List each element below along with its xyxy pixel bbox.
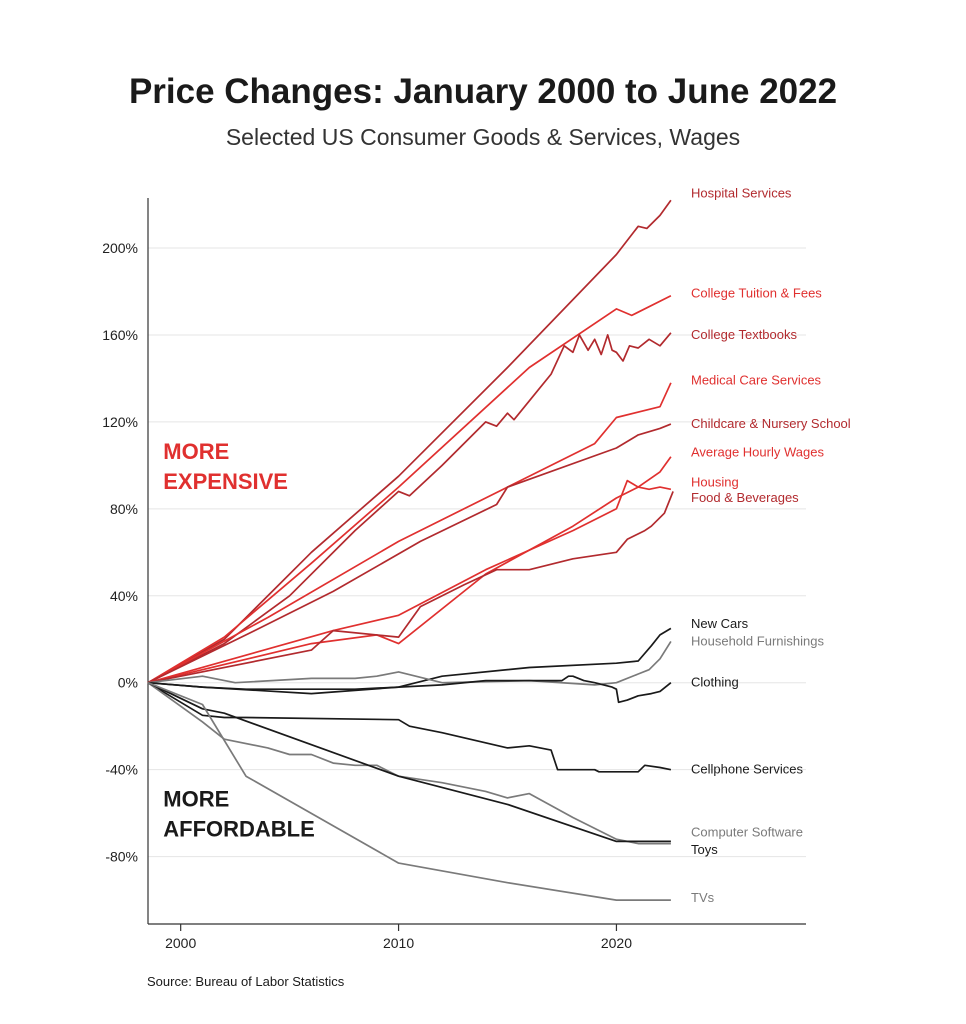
series-label: Housing <box>691 475 739 490</box>
series-label: Hospital Services <box>691 186 792 201</box>
y-tick-label: 0% <box>118 675 138 691</box>
x-tick-label: 2000 <box>165 935 196 951</box>
series-label: Average Hourly Wages <box>691 444 824 459</box>
annotation-text: MORE <box>163 439 229 464</box>
series-label: Household Furnishings <box>691 633 824 648</box>
annotation-text: AFFORDABLE <box>163 817 315 842</box>
series-label: Clothing <box>691 675 739 690</box>
series-line <box>147 681 671 843</box>
series-label: Cellphone Services <box>691 762 804 777</box>
series-line <box>147 675 672 704</box>
axes: 200% 160% 120% 80% 40% 0% -40% -80% 2000 2010 2020 <box>102 198 806 951</box>
chart-title: Price Changes: January 2000 to June 2022 <box>128 72 838 111</box>
y-tick-label: -40% <box>105 762 138 778</box>
y-tick-label: 160% <box>102 327 138 343</box>
series-label: Childcare & Nursery School <box>691 416 851 431</box>
annotation-text: EXPENSIVE <box>163 469 288 494</box>
series-lines <box>147 199 674 901</box>
series-line <box>147 681 672 773</box>
y-tick-label: -80% <box>105 849 138 865</box>
series-label: College Textbooks <box>691 327 797 342</box>
series-line <box>147 640 672 686</box>
x-tick-label: 2010 <box>383 935 414 951</box>
y-tick-label: 80% <box>110 501 138 517</box>
series-line <box>147 479 672 684</box>
chart-subtitle: Selected US Consumer Goods & Services, W… <box>225 124 741 150</box>
y-tick-label: 200% <box>102 240 138 256</box>
series-line <box>147 682 671 845</box>
series-label: TVs <box>691 890 715 905</box>
series-label: Food & Beverages <box>691 490 799 505</box>
series-line <box>147 423 672 684</box>
y-tick-label: 120% <box>102 414 138 430</box>
series-line <box>147 295 672 684</box>
annotations: MORE EXPENSIVE MORE AFFORDABLE <box>163 439 315 842</box>
series-label: Toys <box>691 842 718 857</box>
y-tick-label: 40% <box>110 588 138 604</box>
series-labels: Hospital Services College Tuition & Fees C… <box>691 186 851 905</box>
source-note: Source: Bureau of Labor Statistics <box>147 974 345 989</box>
series-line <box>147 681 671 901</box>
series-label: Computer Software <box>691 825 803 840</box>
series-line <box>147 199 672 684</box>
series-line <box>147 491 674 684</box>
x-tick-label: 2020 <box>601 935 632 951</box>
series-line <box>147 332 672 684</box>
series-line <box>147 627 672 695</box>
grid-lines <box>148 247 806 858</box>
series-label: Medical Care Services <box>691 373 822 388</box>
annotation-text: MORE <box>163 787 229 812</box>
series-line <box>147 382 672 684</box>
series-label: College Tuition & Fees <box>691 286 822 301</box>
series-label: New Cars <box>691 616 749 631</box>
